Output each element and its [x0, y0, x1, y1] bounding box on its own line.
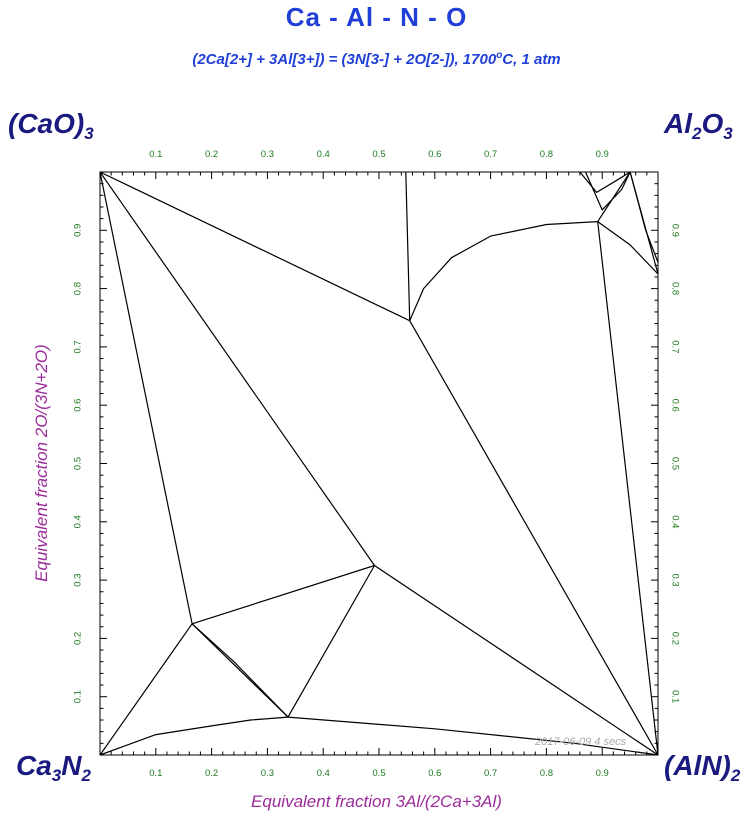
- phase-boundary-17: [597, 221, 659, 275]
- x-tick-label-bottom: 0.4: [317, 768, 330, 779]
- timestamp-stamp: 2017-06-09 4 secs: [535, 736, 627, 748]
- y-tick-label-right: 0.3: [669, 573, 680, 586]
- y-tick-label-right: 0.7: [669, 340, 680, 353]
- phase-boundary-7: [191, 623, 289, 718]
- x-tick-label-top: 0.1: [149, 149, 162, 160]
- y-tick-label-left: 0.3: [73, 573, 84, 586]
- y-tick-label-right: 0.9: [669, 224, 680, 237]
- phase-boundary-10: [374, 565, 659, 756]
- x-tick-label-top: 0.4: [317, 149, 330, 160]
- axis-ticks: [100, 172, 658, 755]
- x-tick-label-top: 0.8: [540, 149, 553, 160]
- phase-boundary-18: [579, 171, 631, 193]
- x-tick-label-top: 0.7: [484, 149, 497, 160]
- x-tick-label-top: 0.6: [428, 149, 441, 160]
- x-tick-label-top: 0.2: [205, 149, 218, 160]
- phase-boundary-8: [191, 564, 375, 625]
- phase-boundary-11: [287, 716, 659, 756]
- corner-aln-sub: 2: [730, 766, 741, 785]
- corner-label-al2o3: Al2O3: [664, 108, 733, 144]
- subtitle-degree: o: [496, 50, 503, 61]
- x-tick-label-top: 0.5: [372, 149, 385, 160]
- axis-tick-labels: 0.1 0.1 0.2 0.2 0.3 0.3 0.4 0.4 0.5 0.5 0.6 0.6 0.7 0…: [73, 149, 681, 779]
- y-tick-label-right: 0.2: [669, 632, 680, 645]
- corner-ca3n2-sub2: 2: [81, 766, 91, 785]
- x-tick-label-bottom: 0.5: [372, 768, 385, 779]
- y-tick-label-left: 0.2: [73, 632, 84, 645]
- corner-al2o3-sub2: 3: [723, 124, 733, 143]
- subtitle-main: (2Ca[2+] + 3Al[3+]) = (3N[3-] + 2O[2-]),…: [192, 51, 497, 68]
- y-tick-label-right: 0.5: [669, 457, 680, 470]
- corner-ca3n2-sub1: 3: [51, 766, 62, 785]
- corner-al2o3-al: Al: [664, 108, 692, 139]
- x-tick-label-bottom: 0.8: [540, 768, 553, 779]
- y-axis-label: Equivalent fraction 2O/(3N+2O): [32, 344, 51, 582]
- phase-boundary-3: [99, 171, 375, 566]
- x-tick-label-top: 0.9: [596, 149, 609, 160]
- x-tick-label-bottom: 0.9: [596, 768, 609, 779]
- phase-boundary-4: [99, 623, 193, 756]
- corner-label-aln: (AlN)2: [664, 750, 740, 786]
- y-tick-label-left: 0.9: [73, 224, 84, 237]
- x-tick-label-bottom: 0.1: [149, 768, 162, 779]
- phase-boundary-15: [597, 221, 659, 756]
- x-tick-label-bottom: 0.2: [205, 768, 218, 779]
- y-tick-label-right: 0.4: [669, 515, 680, 528]
- x-tick-label-bottom: 0.3: [261, 768, 274, 779]
- y-tick-label-left: 0.1: [73, 690, 84, 703]
- y-tick-label-left: 0.6: [73, 399, 84, 412]
- plot-frame: [99, 171, 659, 756]
- corner-label-cao: (CaO)3: [8, 108, 94, 144]
- phase-boundary-9: [287, 565, 376, 718]
- corner-al2o3-o: O: [701, 108, 724, 139]
- y-tick-label-left: 0.7: [73, 340, 84, 353]
- subtitle-tail: C, 1 atm: [502, 51, 561, 68]
- corner-cao-base: (CaO): [8, 108, 85, 139]
- x-tick-label-top: 0.3: [261, 149, 274, 160]
- chart-subtitle: (2Ca[2+] + 3Al[3+]) = (3N[3-] + 2O[2-]),…: [0, 50, 753, 68]
- y-tick-label-left: 0.8: [73, 282, 84, 295]
- y-tick-label-right: 0.1: [669, 690, 680, 703]
- y-tick-label-right: 0.6: [669, 399, 680, 412]
- x-tick-label-bottom: 0.6: [428, 768, 441, 779]
- chart-title: Ca - Al - N - O: [285, 2, 468, 32]
- corner-label-ca3n2: Ca3N2: [16, 750, 91, 786]
- y-tick-label-left: 0.4: [73, 515, 84, 528]
- corner-cao-sub: 3: [84, 124, 94, 143]
- corner-al2o3-sub1: 2: [692, 124, 702, 143]
- corner-ca3n2-n: N: [61, 750, 82, 781]
- corner-ca3n2-ca: Ca: [16, 750, 52, 781]
- phase-boundary-19: [584, 171, 631, 211]
- phase-boundary-13: [405, 171, 411, 321]
- x-axis-label: Equivalent fraction 3Al/(2Ca+3Al): [251, 792, 502, 811]
- x-tick-label-bottom: 0.7: [484, 768, 497, 779]
- phase-boundary-14: [409, 221, 598, 321]
- phase-boundaries: [99, 171, 659, 756]
- phase-boundary-12: [409, 320, 659, 756]
- phase-boundary-5: [99, 716, 289, 756]
- y-tick-label-left: 0.5: [73, 457, 84, 470]
- phase-boundary-2: [99, 171, 193, 624]
- corner-aln-base: (AlN): [664, 750, 731, 781]
- phase-boundary-1: [99, 171, 410, 322]
- phase-boundary-21: [629, 171, 659, 275]
- y-tick-label-right: 0.8: [669, 282, 680, 295]
